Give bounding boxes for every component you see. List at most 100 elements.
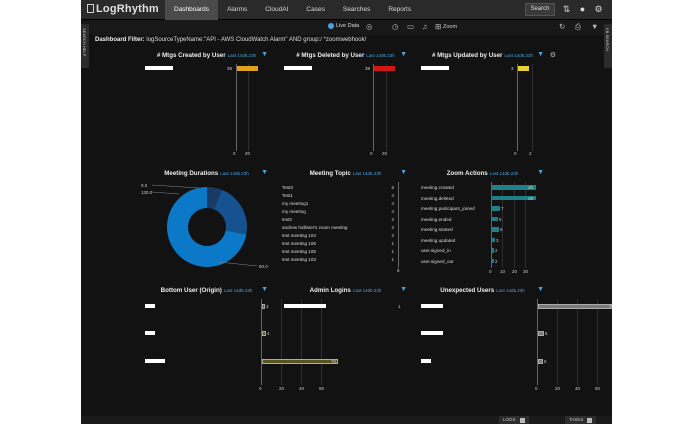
widget-title: # Mtgs Deleted by User Last 14d6.23h [296, 52, 395, 59]
topic-label[interactable]: andrew hollister's zoom meeting [282, 225, 348, 230]
bar-value: 78 [609, 304, 612, 309]
topic-label[interactable]: test2 [282, 217, 292, 222]
settings-icon[interactable]: ⚙ [594, 4, 603, 14]
bar[interactable] [538, 304, 612, 309]
app-name: LogRhythm [96, 3, 159, 15]
topic-label[interactable]: Test1 [282, 193, 293, 198]
action-label[interactable]: meeting.updated [421, 237, 456, 243]
tick-label: 60 [319, 386, 325, 391]
bar-value: 7 [501, 206, 504, 211]
donut-chart[interactable]: 0.0 130.0 60.0 [139, 180, 274, 285]
bar[interactable] [492, 248, 494, 253]
redacted-username [284, 66, 312, 70]
bar[interactable] [518, 66, 529, 71]
topic-value: 4 [391, 209, 394, 214]
user-menu-icon[interactable]: ● [579, 4, 586, 14]
bar[interactable] [262, 304, 265, 309]
topic-label[interactable]: test meeting 104 [282, 233, 316, 238]
topic-label[interactable]: Test3 [282, 185, 293, 190]
action-label[interactable]: user.signed_in [421, 248, 451, 253]
topic-label[interactable]: my meeting [282, 209, 306, 214]
search-button[interactable]: Search [525, 3, 555, 16]
time-range: Last 14d6.23h [223, 288, 253, 293]
widget-filter-icon[interactable]: ▼ [261, 51, 268, 58]
bar[interactable] [492, 237, 495, 242]
bar[interactable] [538, 359, 543, 364]
kb-search-tab[interactable]: KB SEARCH [604, 24, 612, 68]
filter-text: logSourceTypeName:"API - AWS CloudWatch … [146, 37, 367, 43]
leader-line [151, 191, 180, 195]
donut-slice[interactable] [207, 187, 222, 210]
nav-item-cloudai[interactable]: CloudAI [265, 6, 289, 13]
topic-label[interactable]: test meeting 105 [282, 249, 316, 254]
logs-tab[interactable]: LOGS [499, 416, 529, 424]
bar[interactable] [237, 66, 258, 71]
nav-item-reports[interactable]: Reports [388, 6, 412, 13]
help-icon[interactable]: ? [609, 3, 613, 15]
bar[interactable] [492, 258, 494, 263]
gridline [386, 64, 387, 151]
widget-filter-icon[interactable]: ▼ [261, 286, 268, 293]
widget-filter-icon[interactable]: ▼ [400, 169, 407, 176]
clock-icon[interactable]: ◷ [392, 22, 399, 31]
widget-filter-icon[interactable]: ▼ [537, 286, 544, 293]
widget-settings-icon[interactable]: ⚙ [549, 52, 556, 59]
time-range: Last 14d6.23h [496, 288, 525, 293]
action-label[interactable]: meeting.participant_joined [421, 206, 475, 211]
tick-label: 20 [512, 269, 518, 274]
nav-item-searches[interactable]: Searches [342, 6, 371, 13]
globe-icon[interactable]: ◎ [366, 22, 373, 31]
tick-label: 0 [370, 151, 373, 156]
gridline [301, 299, 302, 385]
logrhythm-logo[interactable]: LogRhythm [87, 3, 159, 15]
bar[interactable] [492, 216, 498, 221]
gridline [525, 182, 526, 268]
filter-icon[interactable]: ▼ [591, 22, 599, 31]
nav-item-alarms[interactable]: Alarms [227, 6, 248, 13]
bar[interactable] [492, 206, 500, 211]
action-label[interactable]: meeting.started [421, 227, 453, 232]
nav-item-dashboards[interactable]: Dashboards [165, 0, 219, 20]
time-range: Last 14d6.23h [489, 171, 519, 176]
live-data-toggle[interactable]: Live Data [328, 23, 359, 29]
music-icon[interactable]: ♫ [422, 22, 428, 31]
print-icon[interactable]: ⎙ [575, 22, 581, 31]
widget-filter-icon[interactable]: ▼ [261, 169, 268, 176]
topic-label[interactable]: test meeting 103 [282, 257, 316, 262]
topic-label[interactable]: test meeting 106 [282, 241, 316, 246]
action-label[interactable]: meeting.ended [421, 216, 452, 222]
bar[interactable] [492, 195, 536, 200]
bar[interactable] [262, 331, 266, 336]
donut-slice[interactable] [167, 187, 247, 267]
zoom-icon[interactable]: ⊞ [435, 22, 442, 31]
widget-title: Zoom Actions Last 14d6.23h [446, 170, 519, 177]
widget-title: Meeting Topic Last 14d6.23h [309, 170, 382, 177]
widget-filter-icon[interactable]: ▼ [537, 169, 544, 176]
widget-mtgs-created: # Mtgs Created by User Last 14d6.23h ▼ 39… [139, 51, 274, 167]
action-label[interactable]: user.signed_out [421, 258, 454, 264]
refresh-icon[interactable]: ↻ [559, 22, 566, 31]
widget-filter-icon[interactable]: ▼ [537, 51, 544, 58]
widget-title: Admin Logins Last 14d6.23h [309, 287, 382, 294]
nav-item-cases[interactable]: Cases [306, 6, 325, 13]
bar[interactable] [374, 66, 395, 71]
bar-value: 76 [331, 359, 337, 364]
bar[interactable] [492, 185, 536, 190]
widget-filter-icon[interactable]: ▼ [400, 51, 407, 58]
top-icons: ⇅ ● ⚙ ? [561, 3, 612, 15]
bar[interactable] [262, 359, 338, 364]
action-label[interactable]: meeting.created [421, 185, 454, 190]
axis-line [236, 64, 237, 151]
tasks-tab[interactable]: TASKS [565, 416, 597, 424]
widget-filter-icon[interactable]: ▼ [400, 286, 407, 293]
gridline [502, 182, 503, 268]
donut-slice[interactable] [213, 189, 247, 235]
topic-label[interactable]: my meeting1 [282, 201, 309, 206]
sort-icon[interactable]: ⇅ [562, 4, 571, 14]
axis-line [517, 64, 518, 151]
bar[interactable] [538, 331, 544, 336]
search-help-tab[interactable]: SEARCH HELP [81, 24, 89, 68]
bar[interactable] [492, 227, 499, 232]
chat-icon[interactable]: ▭ [407, 22, 415, 31]
action-label[interactable]: meeting.deleted [421, 195, 454, 201]
